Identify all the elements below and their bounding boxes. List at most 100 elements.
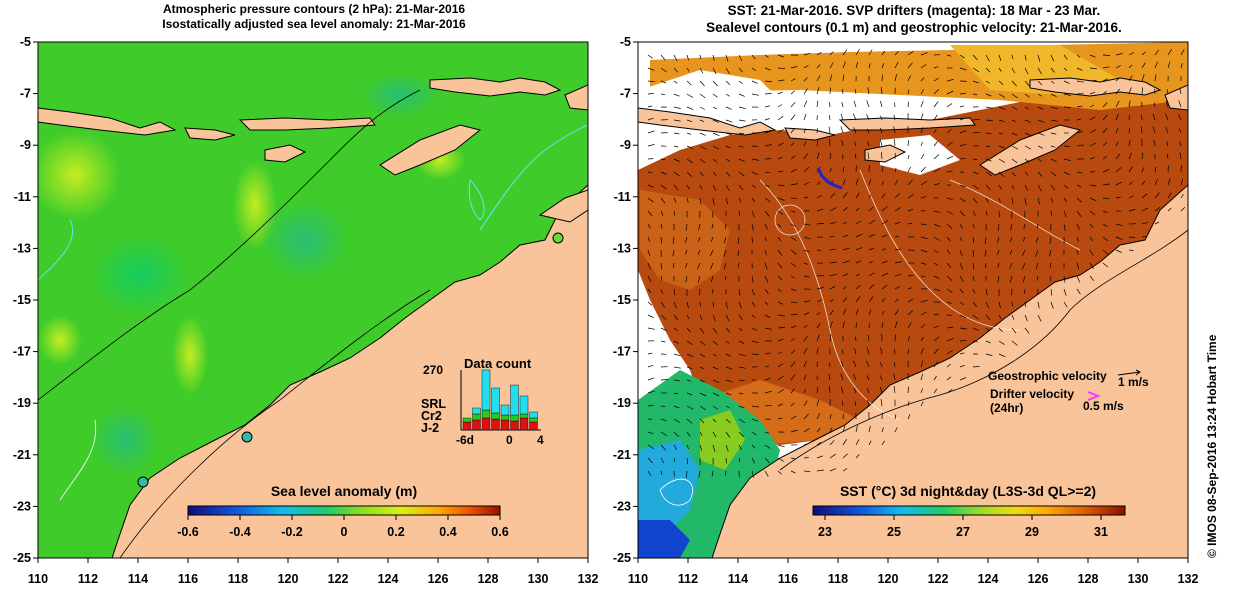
velocity-arrow — [959, 327, 967, 330]
velocity-arrow — [1076, 288, 1081, 295]
velocity-arrow — [712, 158, 718, 163]
velocity-arrow — [842, 273, 849, 277]
velocity-arrow — [777, 301, 784, 305]
x-tick-label: 126 — [1028, 572, 1049, 586]
velocity-arrow — [894, 427, 898, 433]
velocity-arrow — [842, 178, 846, 186]
velocity-arrow — [725, 54, 729, 62]
velocity-arrow — [1141, 207, 1149, 212]
velocity-arrow — [790, 325, 797, 329]
velocity-arrow — [647, 67, 655, 71]
timor-island — [979, 124, 1082, 176]
velocity-arrow — [1167, 165, 1169, 173]
velocity-arrow — [881, 50, 885, 56]
velocity-arrow — [933, 154, 940, 160]
velocity-arrow — [725, 457, 727, 464]
velocity-arrow — [959, 105, 965, 108]
velocity-arrow — [712, 145, 719, 150]
velocity-arrow — [698, 470, 701, 478]
velocity-arrow — [673, 132, 680, 135]
velocity-arrow — [725, 197, 729, 205]
velocity-arrow — [673, 197, 677, 203]
velocity-arrow — [660, 340, 666, 343]
velocity-arrow — [790, 249, 797, 255]
velocity-arrow — [907, 386, 909, 394]
velocity-arrow — [894, 167, 897, 173]
data-count-bar — [519, 413, 529, 419]
velocity-arrow — [803, 52, 811, 56]
velocity-arrow — [1128, 195, 1134, 199]
velocity-arrow — [959, 275, 964, 282]
velocity-arrow — [829, 221, 836, 225]
velocity-arrow — [803, 141, 807, 147]
velocity-arrow — [764, 249, 767, 256]
velocity-arrow — [647, 275, 652, 282]
velocity-arrow — [1128, 87, 1132, 95]
colorbar-tick-label: -0.6 — [177, 525, 199, 539]
velocity-arrow — [1128, 181, 1133, 186]
colorbar-tick-label: -0.2 — [281, 525, 303, 539]
velocity-arrow — [907, 309, 914, 316]
velocity-arrow — [660, 314, 667, 320]
velocity-arrow — [998, 145, 1005, 149]
velocity-arrow — [777, 351, 782, 355]
velocity-arrow — [1024, 106, 1029, 110]
velocity-arrow — [893, 386, 896, 394]
velocity-arrow — [866, 388, 870, 394]
velocity-arrow — [673, 431, 680, 438]
data-count-bar — [529, 411, 538, 419]
velocity-arrow — [1089, 249, 1094, 256]
velocity-arrow — [1089, 157, 1096, 160]
velocity-arrow — [803, 236, 811, 240]
velocity-arrow — [959, 67, 967, 71]
x-tick-label: 124 — [378, 572, 399, 586]
velocity-arrow — [803, 249, 810, 253]
velocity-arrow — [1089, 275, 1095, 282]
velocity-arrow — [881, 152, 883, 160]
velocity-arrow — [699, 80, 705, 87]
velocity-arrow — [920, 373, 924, 381]
velocity-arrow — [803, 442, 809, 446]
timor-island — [379, 124, 482, 176]
velocity-arrow — [972, 366, 980, 368]
velocity-arrow — [868, 194, 872, 199]
x-tick-label: 116 — [178, 572, 198, 586]
velocity-arrow — [855, 296, 861, 303]
data-count-bar — [529, 417, 538, 423]
velocity-arrow — [997, 275, 1000, 283]
velocity-arrow — [1089, 54, 1096, 58]
velocity-arrow — [712, 366, 719, 370]
velocity-arrow — [881, 74, 883, 82]
velocity-arrow — [1115, 88, 1120, 95]
velocity-arrow — [842, 321, 845, 329]
velocity-arrow — [985, 197, 989, 203]
velocity-arrow — [712, 353, 717, 357]
velocity-arrow — [920, 166, 926, 173]
sumbawa-flores-island — [838, 117, 976, 131]
velocity-arrow — [738, 197, 742, 203]
velocity-arrow — [1089, 236, 1094, 242]
velocity-arrow — [1049, 249, 1052, 257]
velocity-arrow — [829, 362, 831, 368]
velocity-arrow — [803, 223, 811, 226]
velocity-arrow — [840, 360, 844, 368]
velocity-arrow — [868, 296, 874, 303]
velocity-arrow — [647, 314, 655, 319]
geostrophic-scale-label: 1 m/s — [1118, 375, 1149, 389]
velocity-arrow — [853, 100, 857, 108]
velocity-arrow — [725, 145, 731, 149]
velocity-arrow — [1011, 119, 1016, 122]
velocity-arrow — [699, 93, 706, 99]
velocity-arrow — [867, 399, 870, 407]
sla-low-blob — [260, 200, 350, 280]
y-tick-label: -21 — [613, 448, 631, 462]
velocity-arrow — [1011, 106, 1018, 110]
velocity-arrow — [790, 262, 797, 267]
velocity-arrow — [946, 223, 953, 229]
velocity-arrow — [803, 275, 810, 278]
velocity-arrow — [647, 184, 654, 188]
velocity-arrow — [790, 313, 798, 316]
velocity-arrow — [1024, 314, 1028, 322]
velocity-arrow — [855, 454, 860, 459]
velocity-arrow — [1049, 236, 1052, 244]
